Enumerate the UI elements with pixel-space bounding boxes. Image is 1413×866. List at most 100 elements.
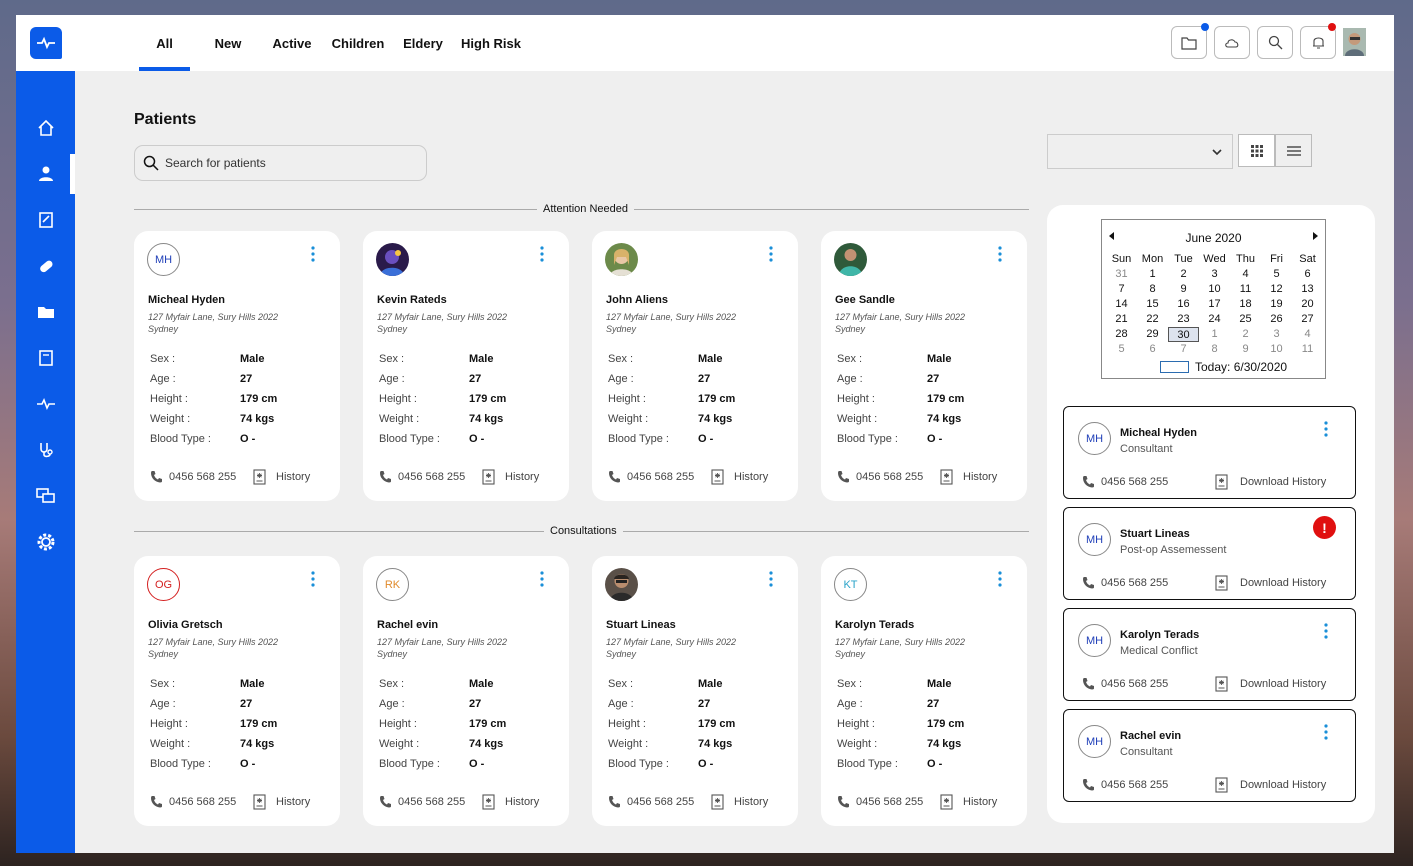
calendar-day[interactable]: 9: [1180, 283, 1187, 295]
patient-phone[interactable]: 0456 568 255: [1082, 475, 1168, 488]
prev-month-icon[interactable]: [1109, 232, 1115, 240]
folder-button[interactable]: [1171, 26, 1207, 59]
alert-icon[interactable]: !: [1313, 516, 1336, 539]
app-logo[interactable]: [29, 27, 62, 59]
calendar-day[interactable]: 3: [1273, 328, 1280, 340]
calendar-day[interactable]: 4: [1242, 268, 1249, 280]
gear-icon[interactable]: [16, 522, 75, 562]
calendar-day[interactable]: 1: [1211, 328, 1218, 340]
calendar-day[interactable]: 29: [1146, 328, 1159, 340]
book-icon[interactable]: [16, 338, 75, 378]
calendar-day[interactable]: 11: [1239, 283, 1252, 295]
patient-phone[interactable]: 0456 568 255: [1082, 778, 1168, 791]
patient-phone[interactable]: 0456 568 255: [150, 470, 236, 483]
history-link[interactable]: History: [482, 469, 539, 485]
more-options-icon[interactable]: [539, 571, 545, 587]
more-options-icon[interactable]: [310, 571, 316, 587]
chat-icon[interactable]: [16, 476, 75, 516]
patient-card[interactable]: MH Micheal Hyden 127 Myfair Lane, Sury H…: [134, 231, 340, 501]
tab-children[interactable]: Children: [331, 15, 385, 71]
patient-phone[interactable]: 0456 568 255: [1082, 576, 1168, 589]
tab-new[interactable]: New: [206, 15, 250, 71]
calendar-day[interactable]: 13: [1301, 283, 1314, 295]
patient-phone[interactable]: 0456 568 255: [150, 795, 236, 808]
calendar-day[interactable]: 6: [1304, 268, 1311, 280]
patient-phone[interactable]: 0456 568 255: [608, 795, 694, 808]
calendar-day[interactable]: 12: [1270, 283, 1283, 295]
calendar-day[interactable]: 27: [1301, 313, 1314, 325]
consultation-item[interactable]: MH Micheal Hyden Consultant 0456 568 255…: [1063, 406, 1356, 499]
patient-card[interactable]: RK Rachel evin 127 Myfair Lane, Sury Hil…: [363, 556, 569, 826]
notifications-button[interactable]: [1300, 26, 1336, 59]
next-month-icon[interactable]: [1312, 232, 1318, 240]
tab-all[interactable]: All: [139, 15, 190, 71]
pill-icon[interactable]: [16, 246, 75, 286]
calendar-day[interactable]: 10: [1208, 283, 1221, 295]
more-options-icon[interactable]: [1323, 623, 1329, 639]
patient-phone[interactable]: 0456 568 255: [608, 470, 694, 483]
history-link[interactable]: History: [711, 794, 768, 810]
download-history-link[interactable]: Download History: [1215, 777, 1326, 793]
filter-select[interactable]: [1047, 134, 1233, 169]
list-view-button[interactable]: [1275, 134, 1312, 167]
cloud-button[interactable]: [1214, 26, 1250, 59]
user-icon[interactable]: [16, 154, 75, 194]
patient-card[interactable]: KT Karolyn Terads 127 Myfair Lane, Sury …: [821, 556, 1027, 826]
user-avatar[interactable]: [1343, 28, 1366, 56]
patient-phone[interactable]: 0456 568 255: [379, 470, 465, 483]
calendar-day[interactable]: 17: [1208, 298, 1221, 310]
calendar-day[interactable]: 6: [1149, 343, 1156, 355]
calendar-day[interactable]: 18: [1239, 298, 1252, 310]
calendar-day[interactable]: 8: [1149, 283, 1156, 295]
patient-card[interactable]: Gee Sandle 127 Myfair Lane, Sury Hills 2…: [821, 231, 1027, 501]
calendar-day[interactable]: 1: [1149, 268, 1156, 280]
history-link[interactable]: History: [711, 469, 768, 485]
download-history-link[interactable]: Download History: [1215, 676, 1326, 692]
calendar-day[interactable]: 21: [1115, 313, 1128, 325]
patient-card[interactable]: Kevin Rateds 127 Myfair Lane, Sury Hills…: [363, 231, 569, 501]
calendar[interactable]: June 2020 Sun Mon Tue Wed Thu Fri Sat 31 1 2 3 4 5 6 7…: [1101, 219, 1326, 379]
more-options-icon[interactable]: [1323, 421, 1329, 437]
calendar-day[interactable]: 7: [1118, 283, 1125, 295]
calendar-day[interactable]: 11: [1301, 343, 1314, 355]
history-link[interactable]: History: [940, 469, 997, 485]
grid-view-button[interactable]: [1238, 134, 1275, 167]
consultation-item[interactable]: MH Karolyn Terads Medical Conflict 0456 …: [1063, 608, 1356, 701]
search-button[interactable]: [1257, 26, 1293, 59]
calendar-day[interactable]: 3: [1211, 268, 1218, 280]
calendar-day[interactable]: 5: [1273, 268, 1280, 280]
patient-phone[interactable]: 0456 568 255: [837, 795, 923, 808]
calendar-day[interactable]: 5: [1118, 343, 1125, 355]
search-input[interactable]: Search for patients: [134, 145, 427, 181]
calendar-day[interactable]: 24: [1208, 313, 1221, 325]
patient-card[interactable]: OG Olivia Gretsch 127 Myfair Lane, Sury …: [134, 556, 340, 826]
more-options-icon[interactable]: [310, 246, 316, 262]
more-options-icon[interactable]: [1323, 724, 1329, 740]
calendar-day[interactable]: 28: [1115, 328, 1128, 340]
history-link[interactable]: History: [253, 469, 310, 485]
consultation-item[interactable]: MH Stuart Lineas Post-op Assemessent ! 0…: [1063, 507, 1356, 600]
more-options-icon[interactable]: [768, 571, 774, 587]
download-history-link[interactable]: Download History: [1215, 474, 1326, 490]
calendar-day[interactable]: 2: [1180, 268, 1187, 280]
history-link[interactable]: History: [482, 794, 539, 810]
calendar-day[interactable]: 20: [1301, 298, 1314, 310]
more-options-icon[interactable]: [768, 246, 774, 262]
calendar-day[interactable]: 15: [1146, 298, 1159, 310]
calendar-day[interactable]: 19: [1270, 298, 1283, 310]
download-history-link[interactable]: Download History: [1215, 575, 1326, 591]
patient-card[interactable]: Stuart Lineas 127 Myfair Lane, Sury Hill…: [592, 556, 798, 826]
history-link[interactable]: History: [940, 794, 997, 810]
calendar-day[interactable]: 9: [1242, 343, 1249, 355]
calendar-day[interactable]: 7: [1180, 343, 1187, 355]
calendar-day[interactable]: 30: [1168, 327, 1199, 342]
patient-phone[interactable]: 0456 568 255: [379, 795, 465, 808]
patient-card[interactable]: John Aliens 127 Myfair Lane, Sury Hills …: [592, 231, 798, 501]
calendar-day[interactable]: 4: [1304, 328, 1311, 340]
patient-phone[interactable]: 0456 568 255: [1082, 677, 1168, 690]
calendar-day[interactable]: 8: [1211, 343, 1218, 355]
consultation-item[interactable]: MH Rachel evin Consultant 0456 568 255 D…: [1063, 709, 1356, 802]
clipboard-icon[interactable]: [16, 200, 75, 240]
calendar-day[interactable]: 22: [1146, 313, 1159, 325]
tab-active[interactable]: Active: [268, 15, 316, 71]
